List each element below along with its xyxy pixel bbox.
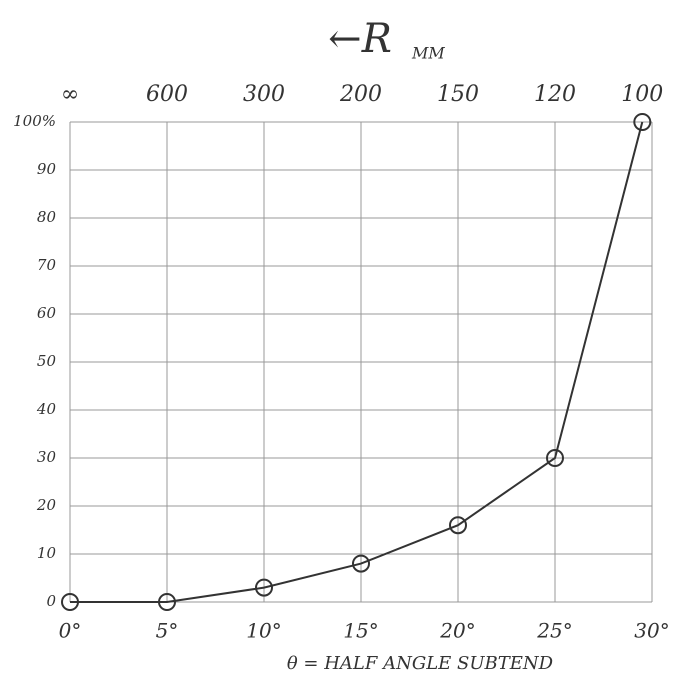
y-tick-label: 20 (36, 496, 57, 514)
y-tick-label: 10 (37, 544, 57, 562)
top-tick-label: 600 (146, 82, 188, 107)
data-point (449, 516, 467, 535)
x-tick-label: 25° (536, 619, 572, 643)
top-tick-label: ∞ (61, 82, 79, 107)
top-tick-label: 300 (243, 82, 285, 107)
y-tick-label: 0 (46, 592, 56, 610)
x-tick-label: 20° (439, 619, 475, 643)
data-point (61, 593, 79, 611)
data-point (633, 113, 652, 131)
x-axis-label: θ = HALF ANGLE SUBTEND (287, 653, 554, 674)
x-tick-label: 5° (156, 619, 179, 643)
data-point (352, 554, 370, 573)
data-point (546, 449, 564, 467)
x-tick-label: 0° (59, 619, 82, 643)
top-axis-label: ←R (328, 16, 392, 62)
y-tick-label: 90 (37, 160, 57, 178)
top-tick-label: 120 (534, 82, 576, 107)
top-tick-label: 200 (339, 82, 382, 107)
y-tick-label: 100% (13, 112, 56, 130)
data-point (158, 593, 176, 611)
data-point (255, 578, 273, 597)
x-tick-label: 30° (634, 619, 669, 643)
x-tick-label: 10° (246, 619, 281, 643)
top-tick-label: 150 (437, 82, 479, 107)
y-tick-label: 40 (36, 400, 57, 418)
y-tick-label: 30 (37, 448, 57, 466)
x-tick-label: 15° (343, 619, 378, 643)
y-tick-label: 80 (37, 208, 57, 226)
top-axis-label-sub: MM (411, 44, 445, 63)
top-tick-label: 100 (621, 82, 663, 107)
y-tick-label: 60 (37, 304, 57, 322)
data-line (70, 121, 644, 603)
y-tick-label: 70 (37, 256, 57, 274)
y-tick-label: 50 (37, 352, 57, 370)
